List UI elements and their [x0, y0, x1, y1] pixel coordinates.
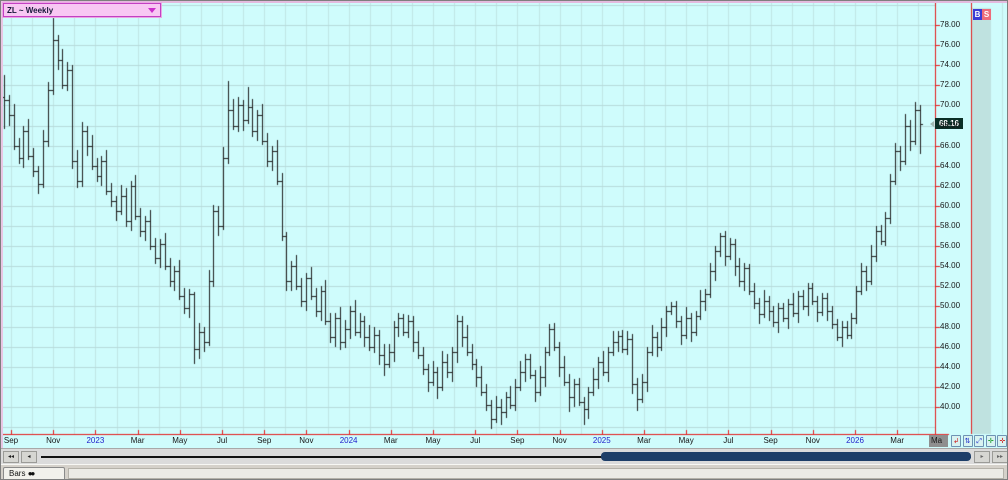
tab-bars-label: Bars: [9, 469, 26, 478]
window-top-border: [1, 1, 1007, 3]
price-tick-label: 58.00: [940, 221, 961, 230]
zoom-in-button[interactable]: ✛: [985, 435, 996, 447]
price-tick-label: 40.00: [940, 401, 961, 411]
last-price-flag: 68.16: [935, 118, 963, 129]
price-tick-label: 64.00: [940, 160, 961, 170]
month-tick-label: Nov: [299, 436, 314, 445]
month-tick-label: Mar: [637, 436, 651, 445]
chart-scrollbar: ◂◂ ◂ ▸ ▸▸: [1, 448, 1007, 464]
scroll-right-fast-button[interactable]: ▸▸: [992, 451, 1007, 463]
zoom-x-button[interactable]: ⤢: [974, 435, 985, 447]
year-tick-label: 2024: [339, 436, 358, 445]
zoom-out-button[interactable]: ✛: [997, 435, 1007, 447]
price-tick-label: 54.00: [940, 261, 961, 271]
symbol-interval-dropdown[interactable]: ZL ~ Weekly: [2, 2, 162, 18]
price-tick-label: 56.00: [940, 241, 961, 251]
price-tick-label: 74.00: [940, 60, 961, 70]
year-tick-label: 2025: [592, 436, 611, 445]
month-tick-label: Nov: [552, 436, 567, 445]
price-tick-label: 48.00: [940, 321, 961, 331]
symbol-interval-label: ZL ~ Weekly: [7, 5, 54, 15]
scale-reset-button[interactable]: ↲: [951, 435, 961, 447]
month-tick-label: Sep: [257, 436, 272, 445]
year-tick-label: 2023: [86, 436, 105, 445]
current-month-label: Ma: [929, 435, 948, 447]
price-tick-label: 68.00: [940, 120, 961, 130]
chart-plot-canvas[interactable]: [1, 1, 1007, 448]
price-tick-label: 70.00: [940, 100, 961, 110]
month-tick-label: May: [172, 436, 188, 445]
month-tick-label: Mar: [890, 436, 905, 445]
price-tick-label: 52.00: [940, 281, 961, 291]
month-tick-label: Nov: [46, 436, 61, 445]
sell-button[interactable]: S: [982, 9, 991, 20]
scroll-left-fast-button[interactable]: ◂◂: [3, 451, 19, 463]
scroll-left-button[interactable]: ◂: [21, 451, 37, 463]
price-tick-label: 42.00: [940, 381, 961, 391]
buy-button[interactable]: B: [973, 9, 982, 20]
tab-bars[interactable]: Bars ●●: [3, 467, 65, 479]
month-tick-label: Mar: [383, 436, 398, 445]
auto-scale-button[interactable]: ⇅: [962, 435, 973, 447]
price-tick-label: 66.00: [940, 140, 961, 150]
price-tick-label: 72.00: [940, 80, 961, 90]
price-tick-label: 62.00: [940, 180, 961, 190]
price-tick-label: 78.00: [940, 20, 961, 29]
month-tick-label: Nov: [805, 436, 820, 445]
scrollbar-thumb[interactable]: [601, 452, 971, 461]
month-tick-label: Jul: [470, 436, 481, 445]
scroll-right-button[interactable]: ▸: [974, 451, 990, 463]
month-tick-label: May: [678, 436, 694, 445]
month-tick-label: Sep: [763, 436, 778, 445]
chevron-down-icon: [148, 7, 156, 13]
price-tick-label: 44.00: [940, 361, 961, 371]
month-tick-label: Sep: [3, 436, 19, 445]
year-tick-label: 2026: [846, 436, 864, 445]
window-left-border: [1, 1, 3, 448]
month-tick-label: Mar: [130, 436, 145, 445]
month-tick-label: Sep: [510, 436, 525, 445]
month-tick-label: Jul: [216, 436, 228, 445]
price-tick-label: 46.00: [940, 341, 961, 351]
scrollbar-track[interactable]: [41, 456, 971, 458]
buy-sell-buttons: B S: [973, 9, 991, 20]
tab-bar-well: [68, 468, 1004, 479]
binoculars-icon: ●●: [27, 469, 36, 478]
bottom-tab-bar: Bars ●●: [1, 464, 1007, 479]
month-tick-label: May: [425, 436, 441, 445]
price-tick-label: 76.00: [940, 40, 961, 50]
price-flag-pointer: [930, 121, 934, 127]
price-tick-label: 50.00: [940, 301, 961, 311]
price-tick-label: 60.00: [940, 200, 961, 210]
month-tick-label: Jul: [723, 436, 734, 445]
